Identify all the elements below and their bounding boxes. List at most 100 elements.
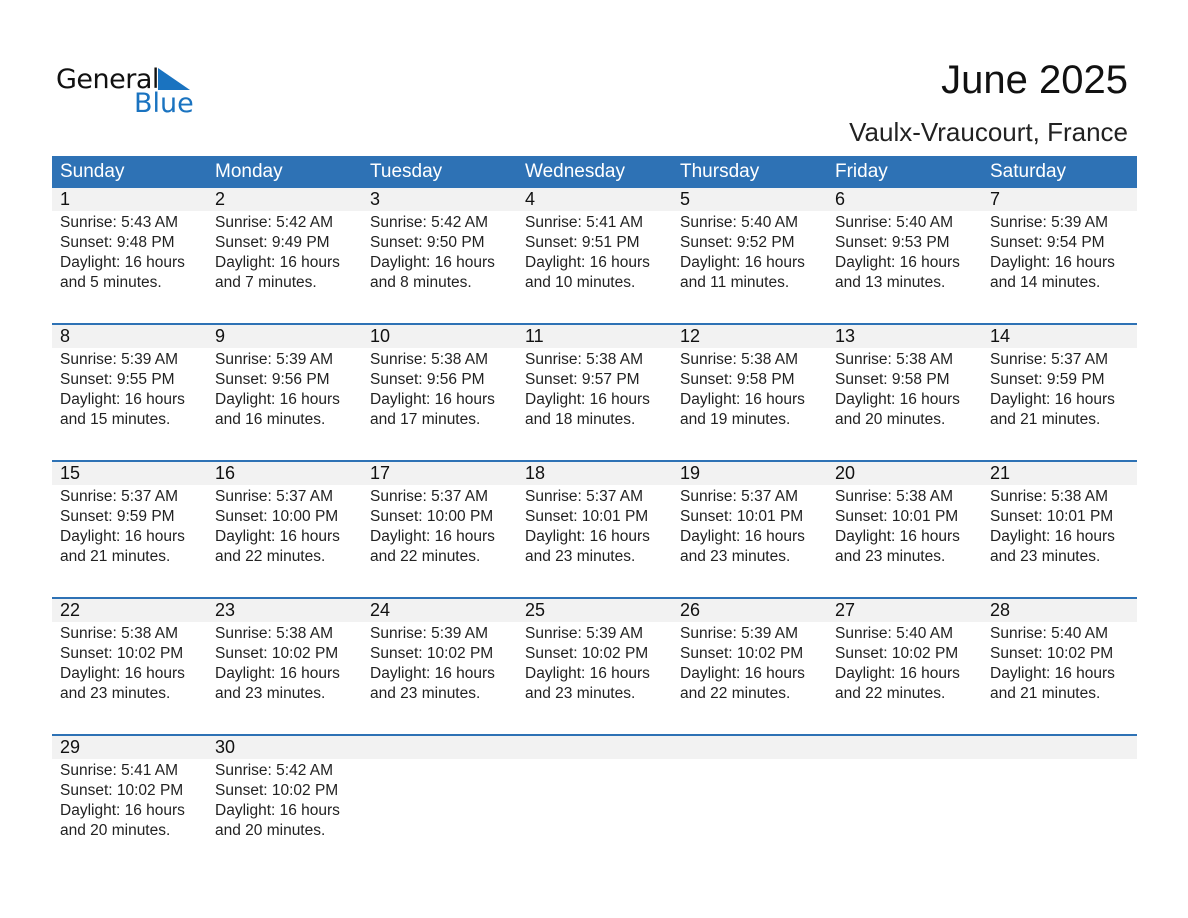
day-number-band <box>52 599 1137 622</box>
sunset-text: Sunset: 9:54 PM <box>990 234 1105 251</box>
sunrise-text: Sunrise: 5:38 AM <box>835 351 954 368</box>
daylight-text: Daylight: 16 hours <box>215 528 340 545</box>
day-number: 14 <box>990 326 1011 346</box>
day-cell: 25 Sunrise: 5:39 AM Sunset: 10:02 PM Daylig… <box>517 599 672 704</box>
logo-word-general: General <box>56 64 159 95</box>
sunset-text: Sunset: 10:02 PM <box>60 782 184 799</box>
minutes-text: and 20 minutes. <box>215 822 326 839</box>
sunset-text: Sunset: 9:59 PM <box>60 508 175 525</box>
day-number: 19 <box>680 463 701 483</box>
sunset-text: Sunset: 10:02 PM <box>60 645 184 662</box>
sunrise-text: Sunrise: 5:41 AM <box>60 762 179 779</box>
week-row: 15 Sunrise: 5:37 AM Sunset: 9:59 PM Dayligh… <box>52 460 1137 597</box>
minutes-text: and 14 minutes. <box>990 274 1101 291</box>
sunset-text: Sunset: 9:55 PM <box>60 371 175 388</box>
day-cell: 27 Sunrise: 5:40 AM Sunset: 10:02 PM Daylig… <box>827 599 982 704</box>
day-number: 30 <box>215 737 236 757</box>
day-number: 25 <box>525 600 546 620</box>
day-number: 26 <box>680 600 701 620</box>
daylight-text: Daylight: 16 hours <box>990 391 1115 408</box>
sunrise-text: Sunrise: 5:37 AM <box>680 488 799 505</box>
day-number-band <box>52 462 1137 485</box>
sunset-text: Sunset: 9:56 PM <box>215 371 330 388</box>
weekday-sunday: Sunday <box>60 161 125 182</box>
minutes-text: and 20 minutes. <box>835 411 946 428</box>
day-cell: 30 Sunrise: 5:42 AM Sunset: 10:02 PM Daylig… <box>207 736 362 841</box>
sunrise-text: Sunrise: 5:42 AM <box>215 762 334 779</box>
weekday-monday: Monday <box>215 161 283 182</box>
minutes-text: and 23 minutes. <box>680 548 791 565</box>
minutes-text: and 10 minutes. <box>525 274 636 291</box>
sunrise-text: Sunrise: 5:37 AM <box>525 488 644 505</box>
minutes-text: and 5 minutes. <box>60 274 162 291</box>
day-number: 8 <box>60 326 71 346</box>
sunrise-text: Sunrise: 5:40 AM <box>990 625 1109 642</box>
weekday-wednesday: Wednesday <box>525 161 625 182</box>
day-number: 24 <box>370 600 391 620</box>
day-cell: 5 Sunrise: 5:40 AM Sunset: 9:52 PM Daylight… <box>672 188 827 293</box>
day-number: 3 <box>370 189 381 209</box>
daylight-text: Daylight: 16 hours <box>680 254 805 271</box>
day-cell: 24 Sunrise: 5:39 AM Sunset: 10:02 PM Daylig… <box>362 599 517 704</box>
minutes-text: and 22 minutes. <box>835 685 946 702</box>
daylight-text: Daylight: 16 hours <box>525 665 650 682</box>
daylight-text: Daylight: 16 hours <box>680 391 805 408</box>
day-number: 18 <box>525 463 546 483</box>
daylight-text: Daylight: 16 hours <box>525 254 650 271</box>
minutes-text: and 11 minutes. <box>680 274 790 291</box>
day-number: 20 <box>835 463 856 483</box>
sunrise-text: Sunrise: 5:38 AM <box>215 625 334 642</box>
daylight-text: Daylight: 16 hours <box>370 254 495 271</box>
week-row: 1 Sunrise: 5:43 AM Sunset: 9:48 PM Daylight… <box>52 188 1137 323</box>
daylight-text: Daylight: 16 hours <box>60 254 185 271</box>
day-number: 21 <box>990 463 1011 483</box>
sunset-text: Sunset: 10:02 PM <box>215 645 339 662</box>
daylight-text: Daylight: 16 hours <box>60 802 185 819</box>
sunset-text: Sunset: 9:58 PM <box>835 371 950 388</box>
logo-triangle-icon <box>158 68 190 90</box>
weekday-saturday: Saturday <box>990 161 1067 182</box>
sunset-text: Sunset: 9:58 PM <box>680 371 795 388</box>
sunset-text: Sunset: 10:01 PM <box>680 508 804 525</box>
week-row: 22 Sunrise: 5:38 AM Sunset: 10:02 PM Daylig… <box>52 597 1137 734</box>
day-number: 9 <box>215 326 226 346</box>
sunrise-text: Sunrise: 5:37 AM <box>215 488 334 505</box>
weekday-friday: Friday <box>835 161 888 182</box>
day-cell: 2 Sunrise: 5:42 AM Sunset: 9:49 PM Daylight… <box>207 188 362 293</box>
sunrise-text: Sunrise: 5:38 AM <box>990 488 1109 505</box>
day-cell: 3 Sunrise: 5:42 AM Sunset: 9:50 PM Daylight… <box>362 188 517 293</box>
day-number: 17 <box>370 463 391 483</box>
day-cell: 4 Sunrise: 5:41 AM Sunset: 9:51 PM Daylight… <box>517 188 672 293</box>
day-cell: 26 Sunrise: 5:39 AM Sunset: 10:02 PM Daylig… <box>672 599 827 704</box>
minutes-text: and 23 minutes. <box>215 685 326 702</box>
minutes-text: and 13 minutes. <box>835 274 946 291</box>
page-title: June 2025 <box>941 58 1128 102</box>
day-cell: 16 Sunrise: 5:37 AM Sunset: 10:00 PM Daylig… <box>207 462 362 567</box>
minutes-text: and 18 minutes. <box>525 411 636 428</box>
daylight-text: Daylight: 16 hours <box>680 528 805 545</box>
daylight-text: Daylight: 16 hours <box>215 254 340 271</box>
day-number: 28 <box>990 600 1011 620</box>
minutes-text: and 19 minutes. <box>680 411 791 428</box>
day-cell: 7 Sunrise: 5:39 AM Sunset: 9:54 PM Daylight… <box>982 188 1137 293</box>
sunset-text: Sunset: 9:56 PM <box>370 371 485 388</box>
day-number-band <box>52 736 1137 759</box>
sunset-text: Sunset: 9:49 PM <box>215 234 330 251</box>
sunrise-text: Sunrise: 5:37 AM <box>370 488 489 505</box>
day-cell: 10 Sunrise: 5:38 AM Sunset: 9:56 PM Dayligh… <box>362 325 517 430</box>
daylight-text: Daylight: 16 hours <box>680 665 805 682</box>
weekday-header: Sunday Monday Tuesday Wednesday Thursday Frid… <box>52 156 1137 188</box>
minutes-text: and 8 minutes. <box>370 274 472 291</box>
sunset-text: Sunset: 10:01 PM <box>525 508 649 525</box>
day-number: 13 <box>835 326 856 346</box>
day-cell: 9 Sunrise: 5:39 AM Sunset: 9:56 PM Daylight… <box>207 325 362 430</box>
day-cell: 17 Sunrise: 5:37 AM Sunset: 10:00 PM Daylig… <box>362 462 517 567</box>
daylight-text: Daylight: 16 hours <box>60 528 185 545</box>
day-cell: 19 Sunrise: 5:37 AM Sunset: 10:01 PM Daylig… <box>672 462 827 567</box>
sunset-text: Sunset: 10:02 PM <box>215 782 339 799</box>
sunset-text: Sunset: 10:02 PM <box>680 645 804 662</box>
day-cell: 23 Sunrise: 5:38 AM Sunset: 10:02 PM Daylig… <box>207 599 362 704</box>
daylight-text: Daylight: 16 hours <box>370 665 495 682</box>
day-number: 5 <box>680 189 691 209</box>
sunset-text: Sunset: 9:52 PM <box>680 234 795 251</box>
